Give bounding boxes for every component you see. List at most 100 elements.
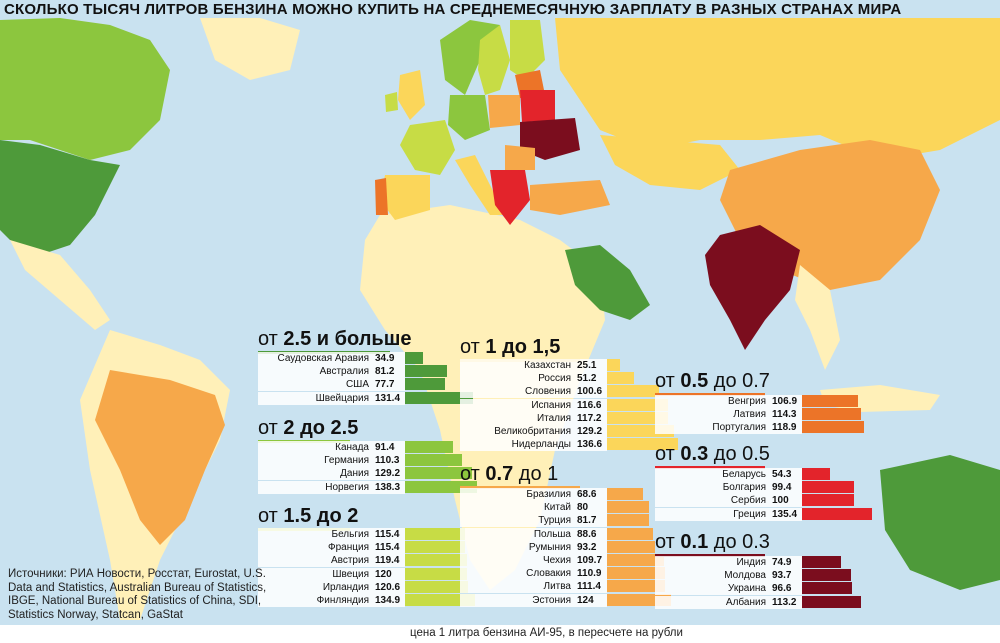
price-bar	[802, 556, 841, 568]
row-background	[258, 441, 405, 454]
price-value-text: 68.6	[577, 489, 597, 500]
group-title: от 1.5 до 2	[258, 505, 358, 528]
row-background	[258, 567, 405, 581]
row-background	[460, 540, 607, 554]
country-name: Австрия	[330, 555, 369, 567]
country-label: Нидерланды	[460, 438, 571, 451]
price-bar	[802, 507, 873, 520]
row-background	[460, 501, 607, 515]
country-label: Словакия	[460, 567, 571, 580]
country-name: Нидерланды	[511, 439, 571, 451]
price-value-text: 34.9	[375, 353, 395, 364]
map-canada	[0, 18, 170, 160]
group-title-suffix: до 0.7	[708, 370, 770, 392]
map-usa	[0, 140, 120, 255]
country-label: Франция	[258, 541, 369, 554]
map-uk	[398, 70, 425, 120]
price-value-text: 25.1	[577, 360, 597, 371]
price-value-text: 119.4	[375, 555, 400, 567]
country-label: Швеция	[258, 568, 369, 581]
price-bar	[607, 359, 621, 371]
price-bar	[405, 365, 448, 378]
map-france	[400, 120, 455, 175]
country-label: Китай	[460, 501, 571, 514]
price-value-text: 120.6	[375, 581, 401, 593]
price-bar	[405, 594, 476, 606]
country-label: Эстония	[460, 594, 571, 607]
price-bar	[802, 595, 861, 608]
price-value-text: 93.7	[772, 570, 792, 582]
row-background	[460, 425, 607, 438]
price-value: 109.7	[575, 554, 605, 567]
country-label: Ирландия	[258, 581, 369, 594]
price-value: 88.6	[575, 528, 605, 541]
country-name: США	[345, 379, 369, 391]
country-name: Казахстан	[524, 360, 571, 371]
group-title: от 2 до 2.5	[258, 417, 358, 440]
country-name: Венгрия	[728, 396, 766, 407]
price-bar	[607, 567, 665, 580]
price-value: 113.2	[770, 596, 800, 609]
country-name: Финляндия	[316, 595, 369, 606]
country-label: Бельгия	[258, 528, 370, 541]
price-value-text: 109.7	[577, 555, 603, 566]
map-russia	[555, 18, 1000, 160]
country-label: Италия	[460, 412, 571, 425]
country-label: Канада	[258, 441, 369, 454]
price-value: 34.9	[373, 352, 403, 365]
country-name: Дания	[340, 468, 369, 480]
group-title-range: 1.5 до 2	[283, 505, 359, 527]
price-value-text: 135.4	[772, 508, 798, 520]
price-value: 120.6	[373, 581, 403, 594]
country-name: Италия	[536, 412, 571, 424]
row-background	[460, 398, 607, 412]
map-portugal	[375, 178, 388, 215]
map-sweden	[478, 25, 510, 95]
price-value-text: 99.4	[772, 482, 792, 494]
row-background	[655, 507, 802, 521]
group-title-prefix: от	[655, 443, 681, 465]
price-value-text: 129.2	[577, 426, 603, 437]
price-bar	[405, 467, 473, 480]
row-background	[655, 494, 802, 508]
price-value: 135.4	[770, 508, 800, 521]
map-kazakhstan	[600, 135, 740, 190]
country-name: Польша	[533, 528, 571, 540]
group-title-range: 0.3	[680, 443, 709, 465]
price-bar	[405, 378, 446, 391]
price-bar	[607, 527, 654, 540]
country-name: Албания	[725, 596, 766, 608]
price-bar	[405, 554, 468, 567]
price-value-text: 80	[577, 502, 589, 514]
price-value-text: 88.6	[577, 528, 597, 540]
group-title-prefix: от	[460, 336, 486, 358]
country-name: Бразилия	[526, 489, 571, 500]
group-title-prefix: от	[655, 531, 681, 553]
price-value-text: 113.2	[772, 596, 797, 608]
row-background	[258, 528, 405, 541]
country-label: Индия	[655, 556, 766, 569]
price-value: 93.7	[770, 569, 800, 582]
map-saudi-arabia	[565, 245, 650, 320]
row-background	[258, 454, 405, 468]
row-background	[460, 359, 607, 372]
country-label: Португалия	[655, 421, 766, 434]
row-background	[655, 421, 802, 435]
country-name: Австралия	[319, 366, 369, 378]
group-title-underline	[655, 466, 765, 469]
country-name: Швеция	[332, 568, 369, 580]
price-bar	[802, 395, 858, 407]
country-label: Австрия	[258, 554, 369, 567]
group-title-suffix: до 1	[513, 463, 559, 485]
price-value-text: 106.9	[772, 396, 798, 407]
price-value: 110.9	[575, 567, 605, 580]
price-bar	[405, 528, 465, 540]
row-background	[460, 372, 607, 386]
price-value-text: 115.4	[375, 542, 400, 554]
price-value-text: 134.9	[375, 595, 401, 606]
price-bar	[405, 541, 465, 554]
page-title: СКОЛЬКО ТЫСЯЧ ЛИТРОВ БЕНЗИНА МОЖНО КУПИТ…	[4, 1, 902, 18]
price-value: 114.3	[770, 408, 800, 421]
price-bar	[405, 441, 453, 453]
map-se-asia	[795, 265, 840, 370]
